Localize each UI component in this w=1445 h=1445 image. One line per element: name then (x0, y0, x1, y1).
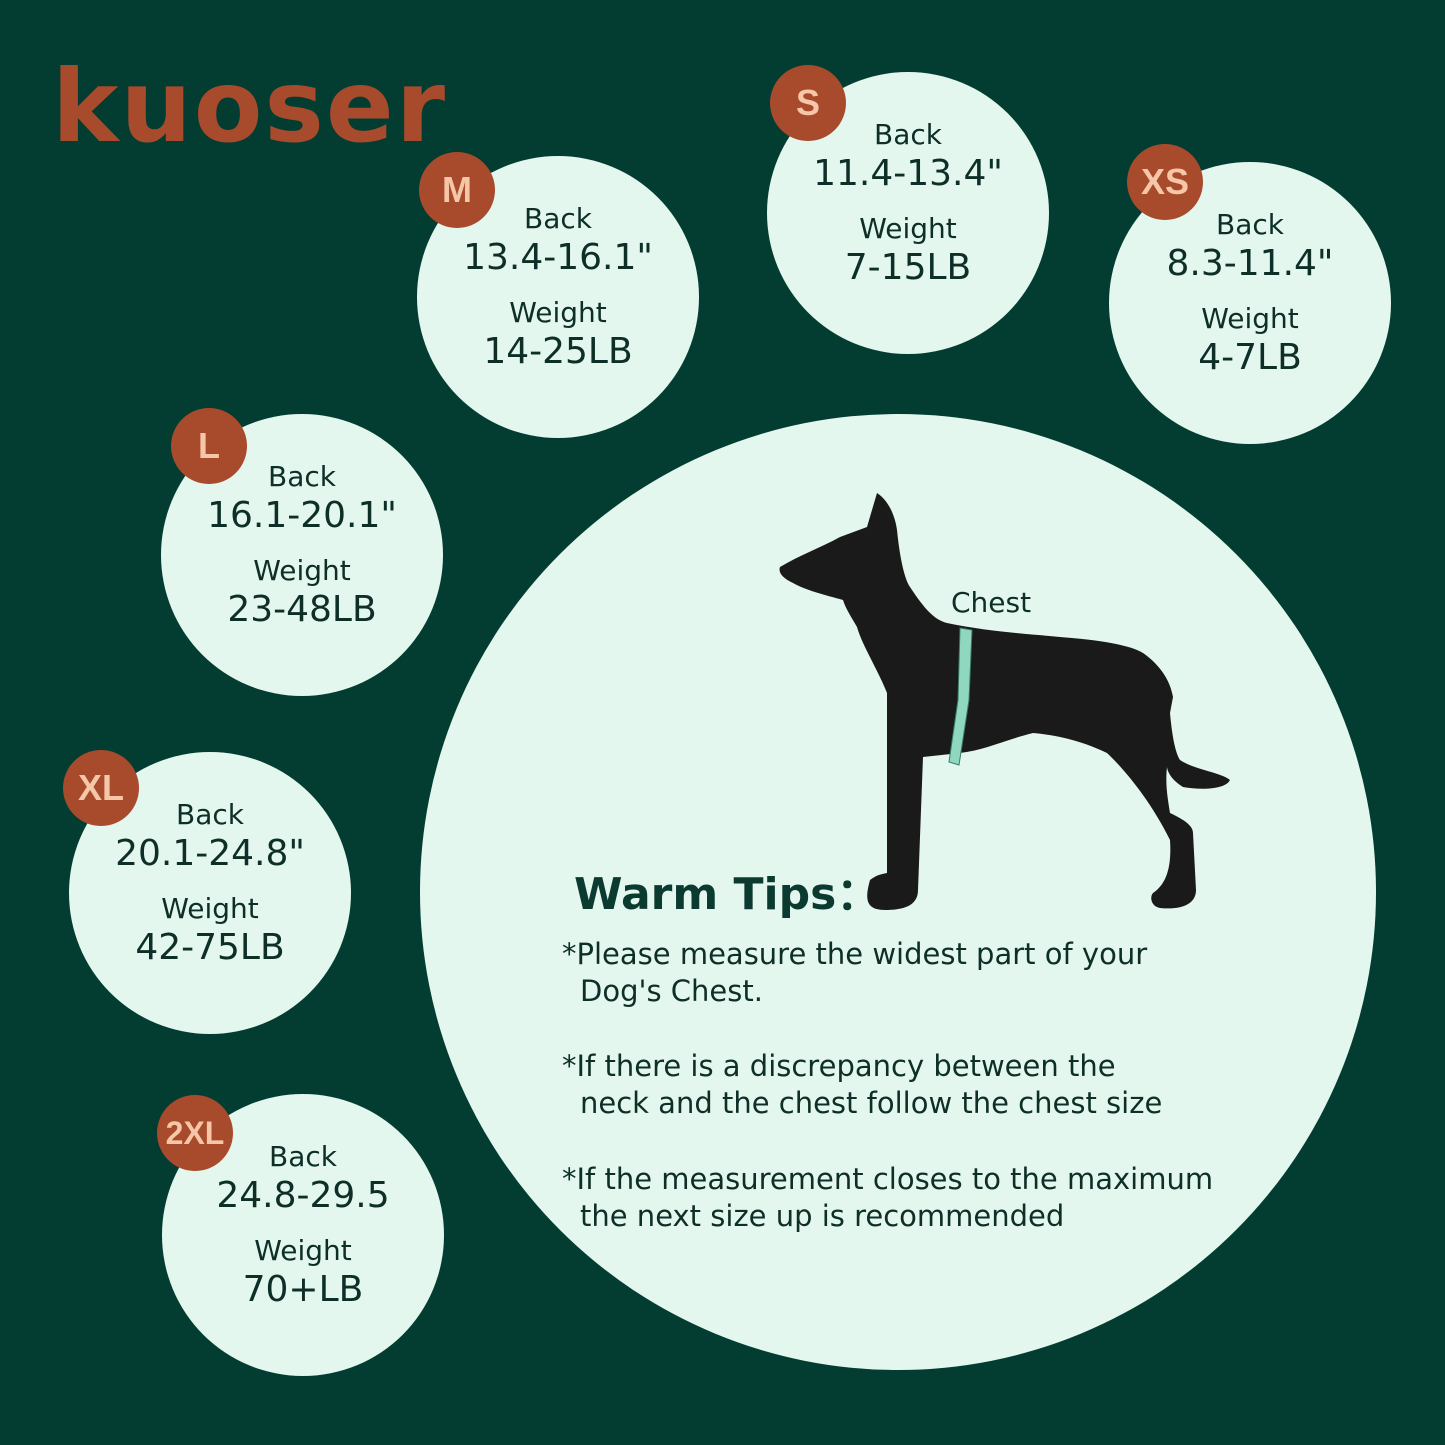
tip-1: *Please measure the widest part of your … (562, 936, 1282, 1010)
back-label: Back (268, 460, 336, 493)
tip-2: *If there is a discrepancy between the n… (562, 1048, 1282, 1122)
size-badge-xl: XL (63, 750, 139, 826)
tip-line: *If the measurement closes to the maximu… (562, 1162, 1214, 1196)
weight-value: 14-25LB (483, 331, 633, 372)
tip-3: *If the measurement closes to the maximu… (562, 1161, 1282, 1235)
back-value: 11.4-13.4" (813, 153, 1003, 194)
size-badge-l: L (171, 408, 247, 484)
weight-value: 7-15LB (844, 247, 972, 288)
back-value: 24.8-29.5 (216, 1175, 390, 1216)
back-label: Back (524, 202, 592, 235)
weight-label: Weight (161, 892, 259, 925)
tip-line: *Please measure the widest part of your (562, 937, 1148, 971)
size-badge-s: S (770, 65, 846, 141)
measuring-tape-icon (948, 627, 973, 766)
size-badge-2xl: 2XL (157, 1095, 233, 1171)
weight-label: Weight (253, 554, 351, 587)
size-card-2xl: Back 24.8-29.5 Weight 70+LB (162, 1094, 444, 1376)
tip-line: the next size up is recommended (580, 1199, 1065, 1233)
size-badge-xs: XS (1127, 144, 1203, 220)
weight-value: 42-75LB (135, 927, 285, 968)
back-value: 16.1-20.1" (207, 495, 397, 536)
size-badge-m: M (419, 152, 495, 228)
back-value: 13.4-16.1" (463, 237, 653, 278)
tip-line: Dog's Chest. (580, 974, 763, 1008)
weight-label: Weight (1201, 302, 1299, 335)
weight-value: 23-48LB (227, 589, 377, 630)
back-value: 20.1-24.8" (115, 833, 305, 874)
tip-line: neck and the chest follow the chest size (580, 1086, 1163, 1120)
back-value: 8.3-11.4" (1166, 243, 1334, 284)
back-label: Back (874, 118, 942, 151)
back-label: Back (269, 1140, 337, 1173)
weight-label: Weight (859, 212, 957, 245)
kuoser-logo: kuoser (52, 48, 448, 165)
dog-body (779, 493, 1230, 910)
tip-line: *If there is a discrepancy between the (562, 1049, 1116, 1083)
back-label: Back (176, 798, 244, 831)
warm-tips-title: Warm Tips： (574, 869, 881, 920)
weight-value: 70+LB (242, 1269, 364, 1310)
weight-label: Weight (254, 1234, 352, 1267)
back-label: Back (1216, 208, 1284, 241)
weight-value: 4-7LB (1198, 337, 1302, 378)
chest-label: Chest (951, 586, 1032, 619)
weight-label: Weight (509, 296, 607, 329)
